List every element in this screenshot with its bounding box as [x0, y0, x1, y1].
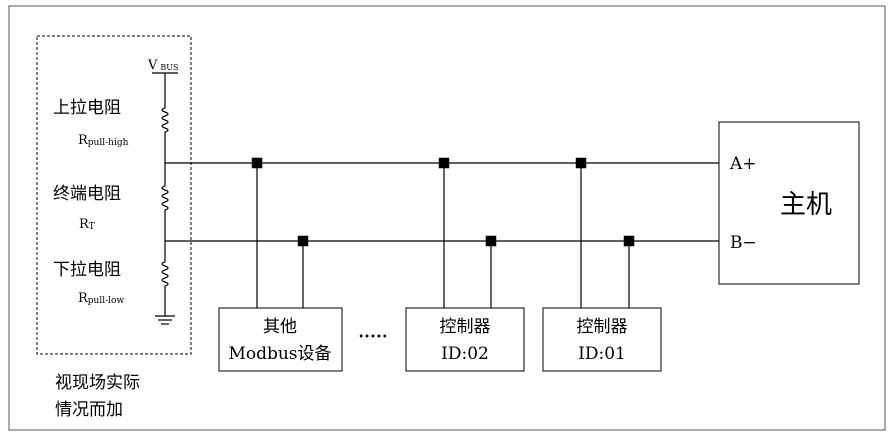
pullup-resistor [161, 107, 169, 133]
pullup-label: 上拉电阻 [53, 98, 121, 118]
note-line-2: 情况而加 [55, 400, 123, 420]
vbus-label: V BUS [147, 58, 179, 73]
controller-id01-box [542, 307, 662, 372]
controller-id02-label-1: 控制器 [440, 317, 491, 337]
host-box [718, 121, 860, 285]
other-device-label-2: Modbus设备 [228, 344, 331, 364]
junction-node [297, 235, 309, 247]
junction-node [485, 235, 497, 247]
pulldown-symbol: Rpull-low [78, 291, 124, 306]
terminal-label: 终端电阻 [53, 184, 121, 204]
ground-icon [155, 315, 175, 325]
optional-resistor-panel [36, 35, 192, 355]
junction-node [438, 157, 450, 169]
host-label-b: B− [730, 233, 757, 253]
junction-node [575, 157, 587, 169]
host-title: 主机 [780, 190, 832, 220]
outer-frame [8, 5, 886, 431]
terminal-symbol: RT [79, 217, 95, 232]
pullup-symbol: Rpull-high [78, 133, 129, 148]
other-device-label-1: 其他 [263, 317, 297, 337]
pulldown-resistor [161, 261, 169, 287]
host-label-a: A+ [729, 154, 757, 174]
controller-id01-label-1: 控制器 [577, 317, 628, 337]
note-line-1: 视现场实际 [55, 373, 140, 393]
controller-id02-label-2: ID:02 [441, 344, 489, 364]
pulldown-label: 下拉电阻 [53, 260, 121, 280]
controller-id01-label-2: ID:01 [578, 344, 626, 364]
terminal-resistor [161, 185, 169, 211]
controller-id02-box [405, 307, 525, 372]
other-modbus-device-box [218, 307, 343, 372]
junction-node [623, 235, 635, 247]
junction-node [251, 157, 263, 169]
device-ellipsis: ••••• [358, 332, 388, 343]
